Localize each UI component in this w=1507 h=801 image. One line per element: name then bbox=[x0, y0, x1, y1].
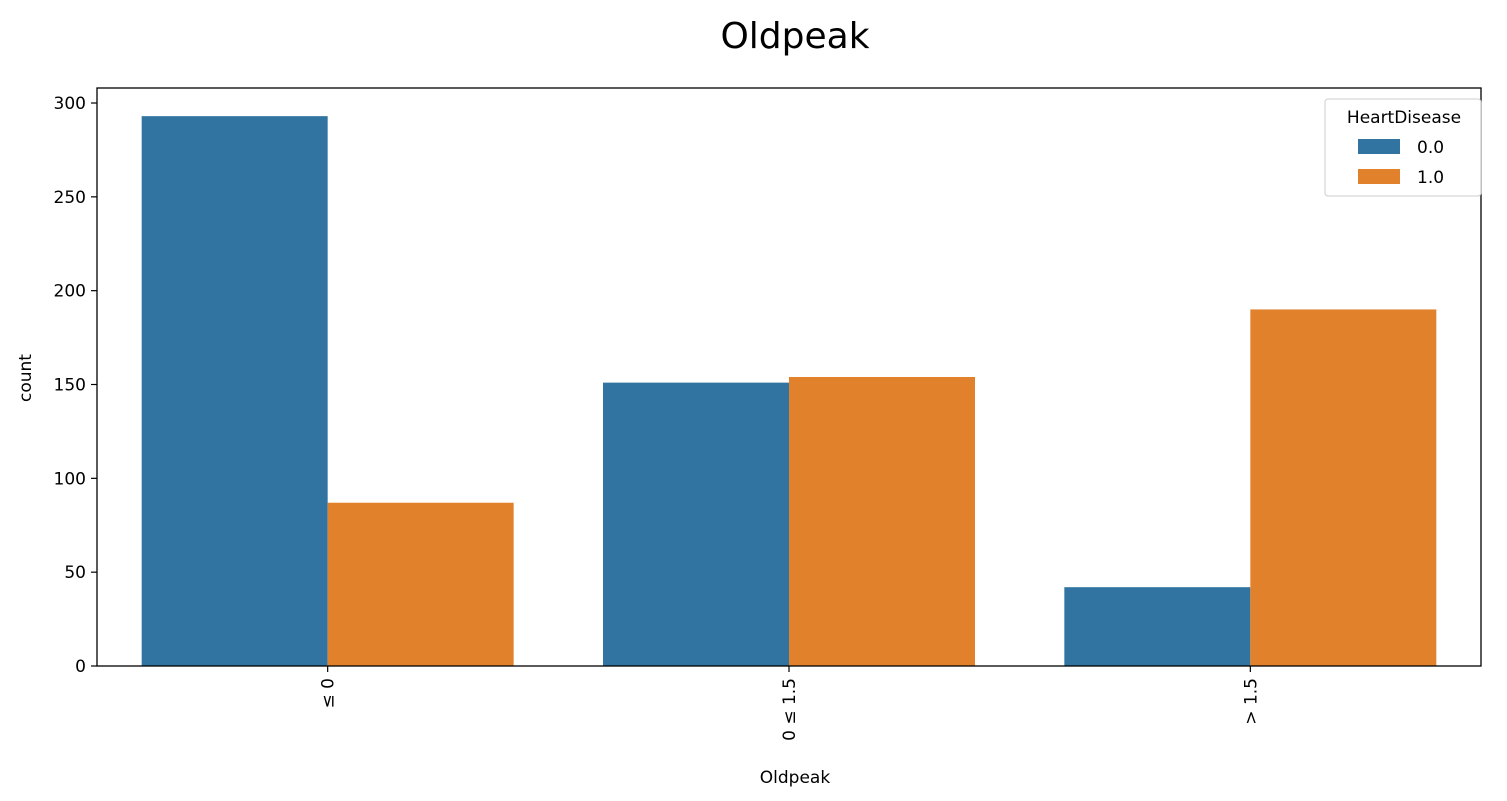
x-tick-label: > 1.5 bbox=[1241, 678, 1261, 725]
legend-label-1: 0.0 bbox=[1417, 138, 1444, 158]
legend: HeartDisease 0.0 1.0 bbox=[1324, 98, 1482, 197]
y-tick-label: 200 bbox=[54, 282, 86, 302]
chart-title: Oldpeak bbox=[720, 16, 869, 57]
y-tick-label: 300 bbox=[54, 94, 86, 114]
x-tick-label: 0 ≤ 1.5 bbox=[780, 678, 800, 741]
bar-3-series-2 bbox=[1250, 309, 1437, 666]
y-axis: 0 50 100 150 200 250 300 bbox=[54, 94, 97, 677]
y-tick-label: 0 bbox=[75, 657, 86, 677]
bars-layer bbox=[141, 116, 1437, 666]
bar-2-series-1 bbox=[603, 382, 789, 666]
bar-3-series-1 bbox=[1064, 587, 1251, 666]
x-tick-label: ≤ 0 bbox=[319, 678, 339, 708]
bar-1-series-1 bbox=[141, 116, 328, 666]
y-tick-label: 50 bbox=[64, 563, 86, 583]
x-axis: ≤ 0 0 ≤ 1.5 > 1.5 bbox=[319, 666, 1261, 741]
y-axis-label: count bbox=[16, 354, 36, 402]
legend-title: HeartDisease bbox=[1347, 108, 1461, 128]
legend-swatch-2 bbox=[1358, 169, 1400, 184]
bar-1-series-2 bbox=[327, 502, 514, 666]
y-tick-label: 150 bbox=[54, 376, 86, 396]
legend-label-2: 1.0 bbox=[1417, 168, 1444, 188]
legend-swatch-1 bbox=[1358, 139, 1400, 154]
bar-2-series-2 bbox=[789, 377, 975, 666]
y-tick-label: 250 bbox=[54, 188, 86, 208]
x-axis-label: Oldpeak bbox=[760, 768, 831, 788]
y-tick-label: 100 bbox=[54, 469, 86, 489]
plot-frame bbox=[96, 87, 1482, 667]
